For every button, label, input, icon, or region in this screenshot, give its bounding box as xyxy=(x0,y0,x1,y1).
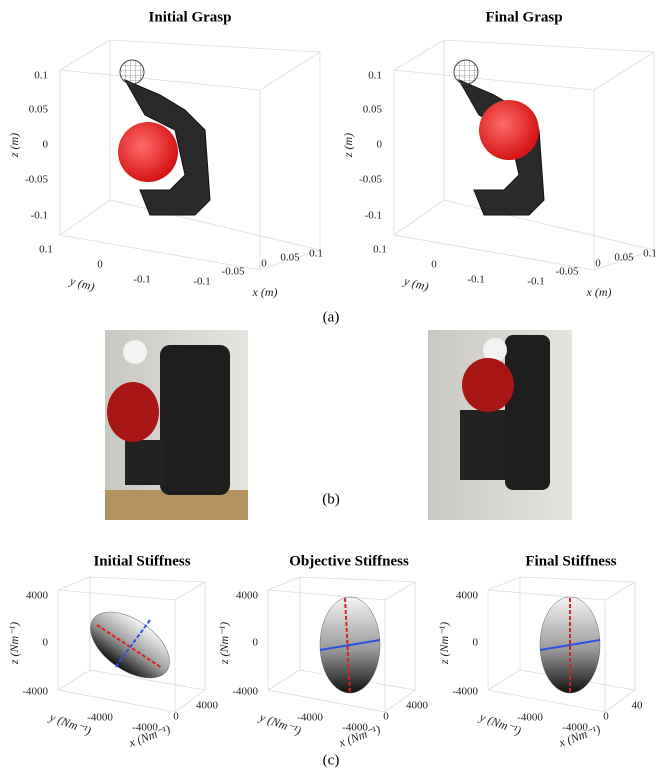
x-tick-label: 0.05 xyxy=(280,252,300,264)
x-axis-label: x (m) xyxy=(586,285,612,299)
y-tick-label: -0.1 xyxy=(133,274,150,286)
figure: (a) (b) (c) Initial Grasp 0.1 0.05 0 -0.05 -0… xyxy=(0,0,663,773)
x-axis-label: x (m) xyxy=(252,285,278,299)
z-tick-label: 0 xyxy=(377,139,383,151)
z-tick-label: -4000 xyxy=(452,686,478,698)
y-axis-label: y (Nm⁻¹) xyxy=(477,710,523,738)
plot-title: Final Stiffness xyxy=(525,553,616,569)
y-tick-label: 0 xyxy=(431,259,437,271)
z-tick-label: 0 xyxy=(43,637,49,649)
z-tick-label: 4000 xyxy=(456,590,479,602)
ellipsoid xyxy=(79,599,181,692)
z-tick-label: 0 xyxy=(253,637,259,649)
x-tick-label: -0.05 xyxy=(556,266,579,278)
x-tick-label: -0.1 xyxy=(193,276,210,288)
x-tick-label: 0 xyxy=(595,258,601,270)
plot: Final Stiffness40000-4000-4000-4000040z … xyxy=(437,553,643,750)
z-tick-label: 4000 xyxy=(26,590,49,602)
x-tick-label: -0.1 xyxy=(527,276,544,288)
caption: (a) xyxy=(323,309,340,325)
y-axis-label: y (Nm⁻¹) xyxy=(47,710,93,738)
z-tick-label: 0.1 xyxy=(368,70,382,82)
y-axis-label: y (m) xyxy=(67,274,96,294)
plot: Final Grasp 0.1 0.05 0 -0.05 -0.1 0.1 0 -0.1 -0.1… xyxy=(341,9,657,298)
fingertip xyxy=(120,60,144,84)
z-tick-label: -4000 xyxy=(22,686,48,698)
object xyxy=(479,100,539,160)
z-axis-label: z (m) xyxy=(7,133,21,158)
x-tick-label: 0.1 xyxy=(643,248,657,260)
y-tick-label: 0.1 xyxy=(39,244,53,256)
x-tick-label: 0 xyxy=(261,258,267,270)
plot: Initial Grasp 0.1 0.05 0 -0.05 -0.1 0.1 0 -0.1 -0… xyxy=(7,9,323,298)
plot-title: Final Grasp xyxy=(485,9,562,25)
z-axis-label: z (Nm⁻¹) xyxy=(7,622,21,665)
caption: (c) xyxy=(323,752,340,768)
plot: Objective Stiffness40000-4000-4000-40000… xyxy=(217,553,429,750)
y-tick-label: -4000 xyxy=(517,712,543,724)
x-tick-label: 0 xyxy=(173,711,179,723)
x-tick-label: 4000 xyxy=(406,700,429,712)
object xyxy=(118,122,178,182)
plot: Initial Stiffness40000-4000-4000-4000040… xyxy=(7,553,219,750)
x-tick-label: 0 xyxy=(383,711,389,723)
z-tick-label: -0.05 xyxy=(25,174,48,186)
x-tick-label: 0 xyxy=(603,711,609,723)
z-tick-label: 4000 xyxy=(236,590,259,602)
fingertip xyxy=(454,60,478,84)
photo xyxy=(105,330,248,520)
x-tick-label: 4000 xyxy=(196,700,219,712)
z-tick-label: 0.1 xyxy=(34,70,48,82)
z-tick-label: 0.05 xyxy=(363,104,383,116)
z-axis-label: z (Nm⁻¹) xyxy=(217,622,231,665)
caption: (b) xyxy=(322,491,340,507)
y-tick-label: 0 xyxy=(97,259,103,271)
y-tick-label: -4000 xyxy=(297,712,323,724)
z-tick-label: 0 xyxy=(473,637,479,649)
x-tick-label: -0.05 xyxy=(222,266,245,278)
plot-title: Objective Stiffness xyxy=(289,553,409,569)
x-tick-label: 0.1 xyxy=(309,248,323,260)
y-axis-label: y (Nm⁻¹) xyxy=(257,710,303,738)
plot-title: Initial Grasp xyxy=(149,9,232,25)
y-tick-label: 0.1 xyxy=(373,244,387,256)
y-tick-label: -4000 xyxy=(87,712,113,724)
y-tick-label: -0.1 xyxy=(467,274,484,286)
photo xyxy=(428,330,572,520)
z-axis-label: z (m) xyxy=(341,133,355,158)
x-tick-label: 40 xyxy=(632,700,644,712)
z-tick-label: -4000 xyxy=(232,686,258,698)
y-axis-label: y (m) xyxy=(401,274,430,294)
z-tick-label: -0.05 xyxy=(359,174,382,186)
z-axis-label: z (Nm⁻¹) xyxy=(437,622,451,665)
z-tick-label: 0.05 xyxy=(29,104,49,116)
z-tick-label: -0.1 xyxy=(31,210,48,222)
x-tick-label: 0.05 xyxy=(614,252,634,264)
plot-title: Initial Stiffness xyxy=(93,553,190,569)
z-tick-label: -0.1 xyxy=(365,210,382,222)
z-tick-label: 0 xyxy=(43,139,49,151)
